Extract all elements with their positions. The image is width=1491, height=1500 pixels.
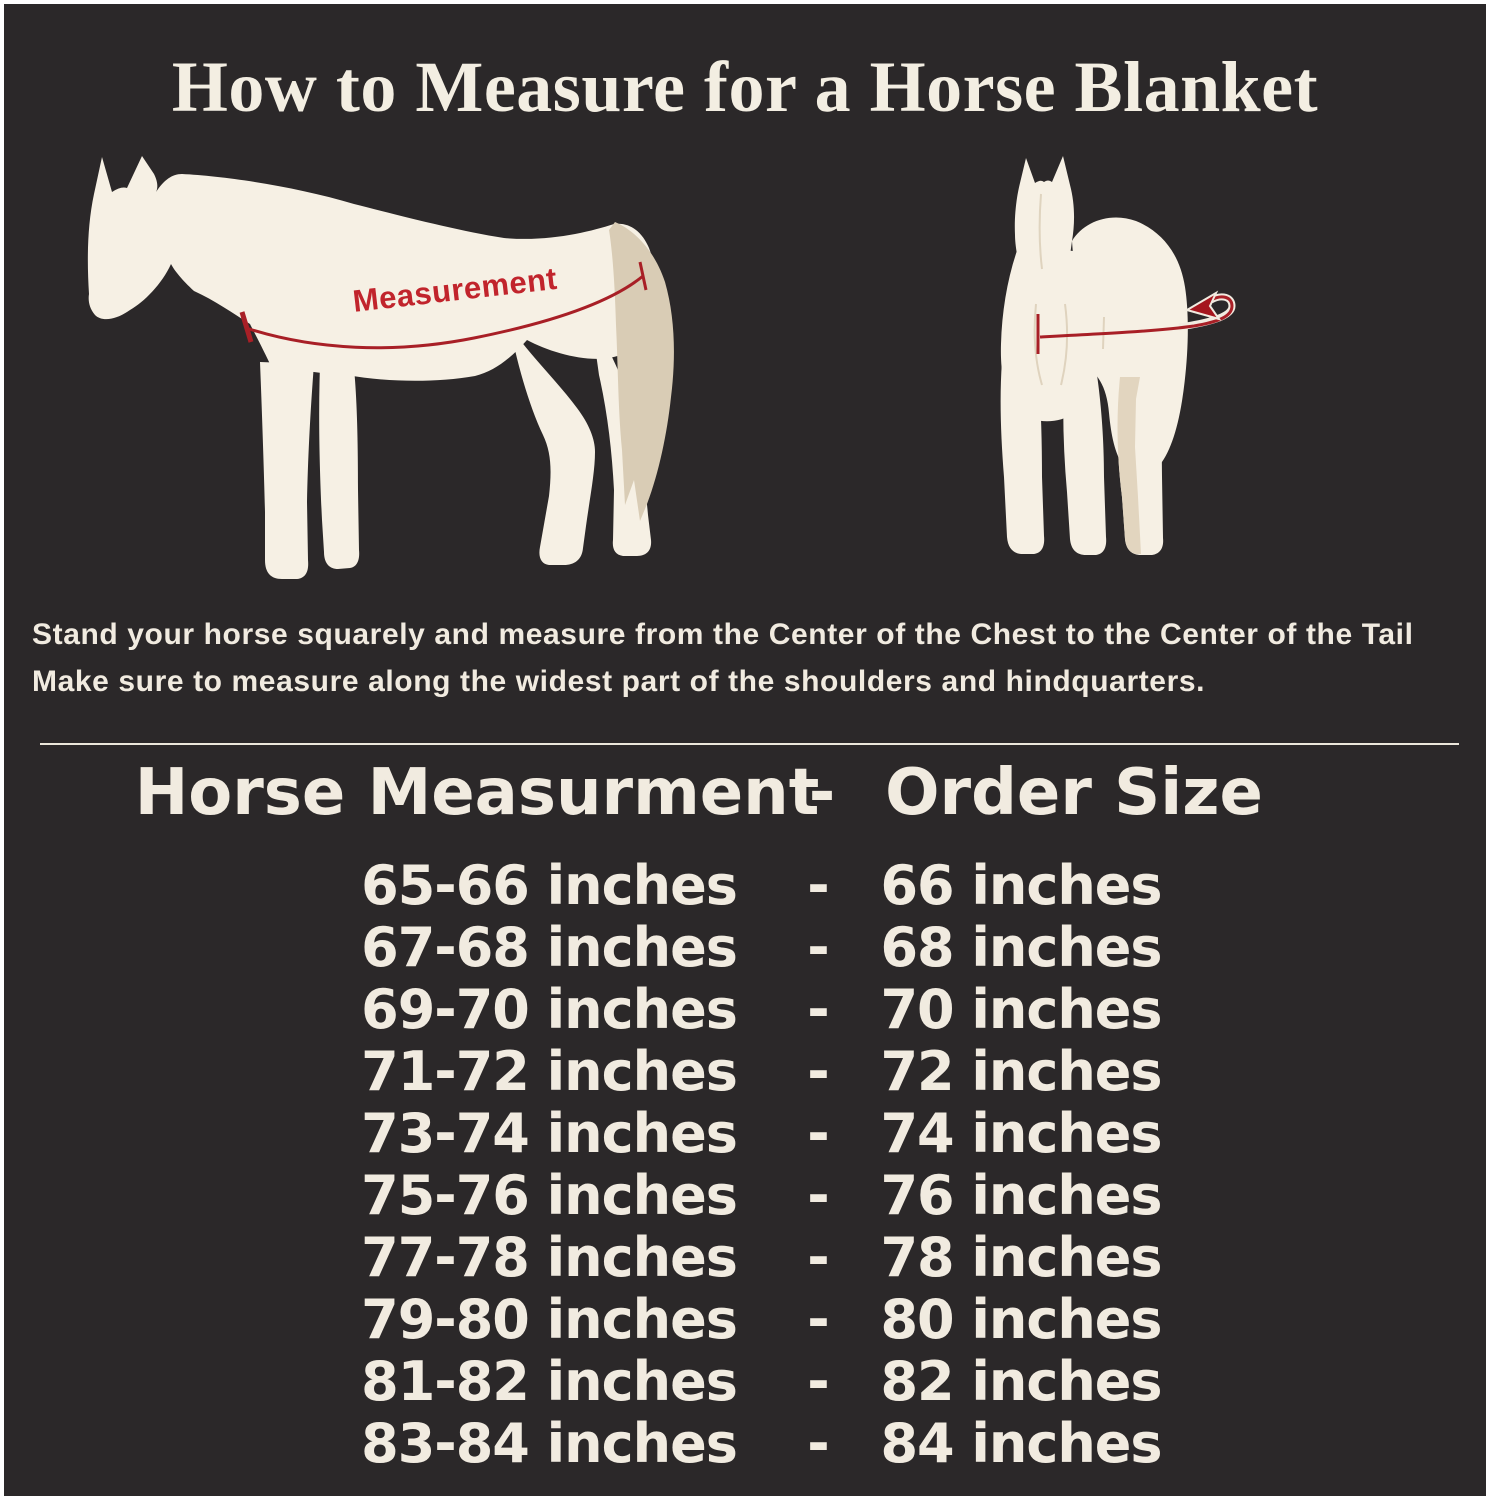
row-separator: - bbox=[807, 1412, 829, 1475]
measurement-arrow-front bbox=[1036, 290, 1236, 354]
row-order-size: 68 inches bbox=[880, 916, 1162, 979]
horse-front-right-leg bbox=[1063, 357, 1107, 555]
horse-side-view-illustration bbox=[87, 156, 674, 579]
row-measurement: 81-82 inches bbox=[361, 1350, 738, 1413]
row-separator: - bbox=[807, 854, 829, 917]
size-table: 65-66 inches - 66 inches 67-68 inches - … bbox=[4, 855, 1486, 1475]
row-order-size: 78 inches bbox=[880, 1226, 1162, 1289]
row-measurement: 83-84 inches bbox=[361, 1412, 738, 1475]
row-order-size: 76 inches bbox=[880, 1164, 1162, 1227]
row-separator: - bbox=[807, 1288, 829, 1351]
measurement-line-path bbox=[245, 274, 644, 350]
row-order-size: 82 inches bbox=[880, 1350, 1162, 1413]
row-measurement: 69-70 inches bbox=[361, 978, 738, 1041]
horse-side-front-leg-far bbox=[319, 366, 360, 569]
table-row: 75-76 inches - 76 inches bbox=[4, 1165, 1486, 1227]
row-separator: - bbox=[807, 1102, 829, 1165]
header-order-size: Order Size bbox=[885, 756, 1263, 830]
table-row: 67-68 inches - 68 inches bbox=[4, 917, 1486, 979]
row-order-size: 80 inches bbox=[880, 1288, 1162, 1351]
row-measurement: 75-76 inches bbox=[361, 1164, 738, 1227]
infographic-canvas: How to Measure for a Horse Blanket bbox=[4, 4, 1486, 1496]
horse-front-hind-leg-shading bbox=[1117, 377, 1141, 554]
row-measurement: 79-80 inches bbox=[361, 1288, 738, 1351]
measurement-tick-chest bbox=[239, 311, 254, 343]
measurement-arrowhead bbox=[1184, 290, 1222, 321]
table-row: 73-74 inches - 74 inches bbox=[4, 1103, 1486, 1165]
header-horse-measurement: Horse Measurment bbox=[134, 756, 820, 830]
row-order-size: 72 inches bbox=[880, 1040, 1162, 1103]
table-row: 83-84 inches - 84 inches bbox=[4, 1413, 1486, 1475]
row-separator: - bbox=[807, 1040, 829, 1103]
row-separator: - bbox=[807, 1226, 829, 1289]
row-measurement: 67-68 inches bbox=[361, 916, 738, 979]
row-order-size: 84 inches bbox=[880, 1412, 1162, 1475]
table-row: 77-78 inches - 78 inches bbox=[4, 1227, 1486, 1289]
table-row: 79-80 inches - 80 inches bbox=[4, 1289, 1486, 1351]
table-row: 65-66 inches - 66 inches bbox=[4, 855, 1486, 917]
row-order-size: 70 inches bbox=[880, 978, 1162, 1041]
table-row: 71-72 inches - 72 inches bbox=[4, 1041, 1486, 1103]
horse-front-body bbox=[1000, 156, 1188, 555]
row-order-size: 74 inches bbox=[880, 1102, 1162, 1165]
horse-front-left-leg bbox=[1000, 341, 1045, 554]
row-separator: - bbox=[807, 916, 829, 979]
row-measurement: 77-78 inches bbox=[361, 1226, 738, 1289]
measurement-arrow-line bbox=[1039, 295, 1234, 339]
row-measurement: 65-66 inches bbox=[361, 854, 738, 917]
section-divider bbox=[40, 743, 1459, 745]
row-measurement: 71-72 inches bbox=[361, 1040, 738, 1103]
horse-front-view-illustration bbox=[1000, 156, 1236, 555]
row-separator: - bbox=[807, 978, 829, 1041]
horse-side-front-leg-near bbox=[260, 362, 314, 579]
horse-side-body bbox=[87, 156, 674, 579]
row-order-size: 66 inches bbox=[880, 854, 1162, 917]
table-row: 81-82 inches - 82 inches bbox=[4, 1351, 1486, 1413]
horse-side-tail bbox=[609, 222, 674, 521]
measurement-line-side bbox=[239, 261, 648, 350]
row-measurement: 73-74 inches bbox=[361, 1102, 738, 1165]
horse-side-hind-leg-near bbox=[515, 336, 595, 565]
row-separator: - bbox=[807, 1350, 829, 1413]
horse-front-head bbox=[1014, 156, 1075, 300]
instruction-line-1: Stand your horse squarely and measure fr… bbox=[32, 618, 1414, 651]
measurement-tick-tail bbox=[638, 261, 648, 291]
size-table-header: Horse Measurment - Order Size bbox=[4, 756, 1486, 830]
header-separator: - bbox=[808, 756, 836, 830]
row-separator: - bbox=[807, 1164, 829, 1227]
page-title: How to Measure for a Horse Blanket bbox=[171, 47, 1319, 127]
instruction-line-2: Make sure to measure along the widest pa… bbox=[32, 665, 1206, 698]
table-row: 69-70 inches - 70 inches bbox=[4, 979, 1486, 1041]
horse-side-body-path bbox=[87, 156, 655, 381]
